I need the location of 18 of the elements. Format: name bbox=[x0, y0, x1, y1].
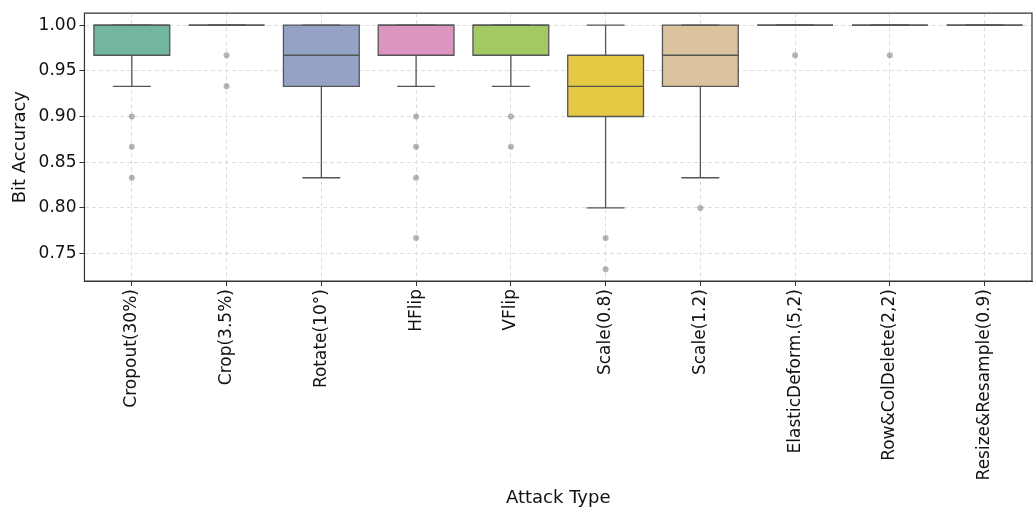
x-tick-label: Crop(3.5%) bbox=[215, 289, 236, 386]
y-tick-label: 0.85 bbox=[38, 150, 77, 171]
x-tick-label: VFlip bbox=[499, 289, 520, 331]
y-tick-label: 0.90 bbox=[38, 104, 77, 125]
x-tick-label: Scale(0.8) bbox=[594, 289, 615, 376]
y-tick-label: 1.00 bbox=[38, 13, 77, 34]
x-tick-label: ElasticDeform.(5,2) bbox=[783, 289, 804, 454]
x-tick-label: Row&ColDelete(2,2) bbox=[878, 289, 899, 461]
x-tick-label: HFlip bbox=[404, 289, 425, 332]
x-tick-label: Cropout(30%) bbox=[120, 289, 141, 408]
y-tick-label: 0.95 bbox=[38, 59, 77, 80]
x-tick-label: Resize&Resample(0.9) bbox=[973, 289, 994, 481]
x-tick-label: Rotate(10°) bbox=[309, 289, 330, 389]
y-tick-label: 0.75 bbox=[38, 242, 77, 263]
y-axis-title: Bit Accuracy bbox=[8, 90, 30, 204]
x-tick-label: Scale(1.2) bbox=[688, 289, 709, 376]
y-tick-label: 0.80 bbox=[38, 196, 77, 217]
x-axis-title: Attack Type bbox=[505, 485, 611, 507]
